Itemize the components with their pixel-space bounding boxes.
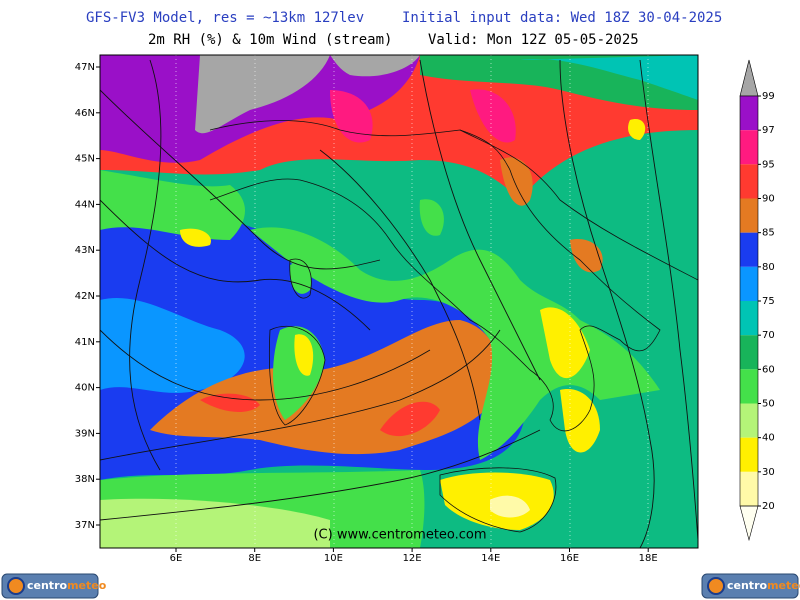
lon-label: 6E — [170, 553, 183, 564]
colorbar-segment — [740, 403, 758, 438]
colorbar-segment — [740, 164, 758, 199]
lat-label: 39N — [75, 428, 95, 439]
colorbar-label: 30 — [762, 467, 775, 478]
title-model: GFS-FV3 Model, res = ~13km 127lev — [86, 10, 364, 26]
colorbar: 99 97 95 90 85 80 75 70 60 50 40 30 20 — [739, 59, 775, 542]
colorbar-label: 90 — [762, 194, 775, 205]
svg-text:centrometeo: centrometeo — [27, 579, 107, 592]
logo-left: centrometeo — [1, 573, 107, 599]
colorbar-label: 95 — [762, 159, 775, 170]
colorbar-segment — [740, 369, 758, 404]
lat-label: 40N — [75, 383, 95, 394]
lat-label: 46N — [75, 108, 95, 119]
lat-label: 37N — [75, 520, 95, 531]
lat-label: 47N — [75, 62, 95, 73]
colorbar-label: 99 — [762, 91, 775, 102]
lon-label: 10E — [324, 553, 343, 564]
logo-text: centro — [727, 579, 767, 592]
colorbar-cap-bottom — [739, 505, 759, 542]
colorbar-segment — [740, 96, 758, 131]
colorbar-label: 60 — [762, 364, 775, 375]
lat-label: 45N — [75, 154, 95, 165]
logo-text: meteo — [67, 579, 107, 592]
colorbar-segment — [740, 335, 758, 370]
subtitle-field: 2m RH (%) & 10m Wind (stream) — [148, 32, 392, 48]
lon-label: 12E — [403, 553, 422, 564]
colorbar-label: 20 — [762, 501, 775, 512]
lat-label: 44N — [75, 199, 95, 210]
logo-right: centrometeo — [701, 573, 800, 599]
colorbar-segment — [740, 130, 758, 165]
lon-label: 16E — [560, 553, 579, 564]
map-field — [100, 55, 698, 548]
colorbar-label: 97 — [762, 125, 775, 136]
svg-text:centrometeo: centrometeo — [727, 579, 800, 592]
lat-label: 41N — [75, 337, 95, 348]
colorbar-label: 75 — [762, 296, 775, 307]
colorbar-label: 80 — [762, 262, 775, 273]
colorbar-segment — [740, 198, 758, 233]
colorbar-segment — [740, 471, 758, 506]
colorbar-segment — [740, 232, 758, 267]
colorbar-segment — [740, 266, 758, 301]
lat-label: 38N — [75, 474, 95, 485]
lon-label: 14E — [481, 553, 500, 564]
colorbar-label: 50 — [762, 399, 775, 410]
logo-text: meteo — [767, 579, 800, 592]
colorbar-cap-top — [739, 59, 759, 97]
lon-label: 8E — [248, 553, 261, 564]
title-init: Initial input data: Wed 18Z 30-04-2025 — [402, 10, 722, 26]
map-frame — [99, 54, 699, 549]
colorbar-label: 40 — [762, 433, 775, 444]
colorbar-label: 70 — [762, 330, 775, 341]
lon-label: 18E — [639, 553, 658, 564]
logo-text: centro — [27, 579, 67, 592]
subtitle-valid: Valid: Mon 12Z 05-05-2025 — [428, 32, 639, 48]
watermark: (C) www.centrometeo.com — [313, 528, 486, 543]
colorbar-segment — [740, 437, 758, 472]
lat-label: 42N — [75, 291, 95, 302]
colorbar-label: 85 — [762, 228, 775, 239]
colorbar-segment — [740, 301, 758, 336]
lat-label: 43N — [75, 245, 95, 256]
